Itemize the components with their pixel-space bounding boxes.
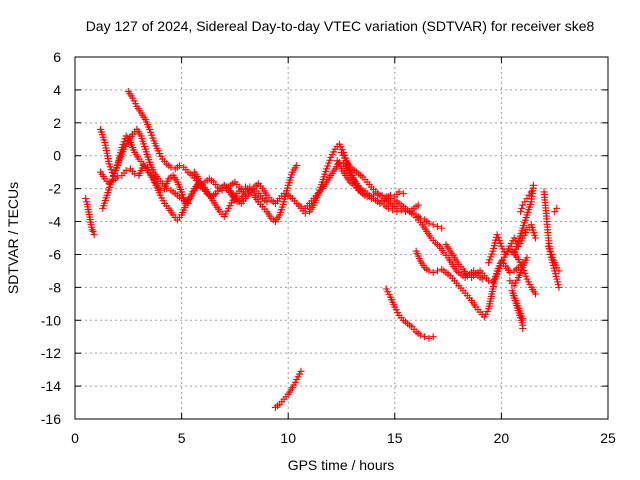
point-arc-8 bbox=[384, 204, 392, 212]
axis-ticks bbox=[74, 56, 609, 420]
point-arc-2 bbox=[139, 162, 147, 170]
point-arc-8 bbox=[363, 193, 371, 201]
point-arc-10 bbox=[485, 277, 493, 285]
point-arc-15 bbox=[555, 283, 563, 291]
x-axis-label: GPS time / hours bbox=[288, 457, 395, 473]
point-arc-2 bbox=[156, 186, 164, 194]
y-tick-label: -14 bbox=[41, 378, 61, 394]
x-tick-label: 15 bbox=[387, 430, 403, 446]
point-arc-2 bbox=[263, 198, 271, 206]
x-tick-label: 25 bbox=[600, 430, 616, 446]
point-arc-16 bbox=[555, 267, 563, 275]
x-tick-labels: 0 5 10 15 20 25 bbox=[71, 430, 616, 446]
grid bbox=[75, 57, 608, 419]
point-arc-5 bbox=[395, 188, 403, 196]
y-tick-label: -10 bbox=[41, 312, 61, 328]
y-tick-label: -16 bbox=[41, 411, 61, 427]
x-tick-label: 5 bbox=[178, 430, 186, 446]
y-tick-labels: 6 4 2 0 -2 -4 -6 -8 -10 -12 -14 -16 bbox=[41, 49, 61, 427]
point-arc-low-15h bbox=[425, 334, 433, 342]
point-isolated-early bbox=[82, 195, 90, 203]
y-tick-label: 0 bbox=[53, 148, 61, 164]
point-arc-low-15h bbox=[421, 333, 429, 341]
point-arc-16 bbox=[548, 250, 556, 258]
y-tick-label: 6 bbox=[53, 49, 61, 65]
y-tick-label: 2 bbox=[53, 115, 61, 131]
point-isolated-early bbox=[88, 226, 96, 234]
point-arc-3 bbox=[184, 199, 192, 207]
point-arc-2 bbox=[114, 173, 122, 181]
point-arc-6 bbox=[425, 219, 433, 227]
point-arc-9 bbox=[433, 267, 441, 275]
point-arc-14 bbox=[527, 188, 535, 196]
point-arc-11 bbox=[532, 234, 540, 242]
point-arc-low-10h bbox=[297, 367, 305, 375]
point-arc-4 bbox=[175, 162, 183, 170]
y-tick-label: 4 bbox=[53, 82, 61, 98]
point-arc-1 bbox=[293, 162, 301, 170]
point-arc-2 bbox=[122, 167, 130, 175]
point-arc-6 bbox=[429, 221, 437, 229]
point-arc-8 bbox=[389, 206, 397, 214]
point-isolated-late bbox=[553, 204, 561, 212]
point-arc-14 bbox=[518, 204, 526, 212]
point-arc-8 bbox=[414, 201, 422, 209]
x-tick-label: 0 bbox=[71, 430, 79, 446]
y-axis-label: SDTVAR / TECUs bbox=[5, 182, 21, 294]
data-points bbox=[82, 88, 563, 411]
point-arc-5 bbox=[280, 190, 288, 198]
chart-title: Day 127 of 2024, Sidereal Day-to-day VTE… bbox=[86, 18, 595, 34]
plot-frame bbox=[74, 56, 609, 420]
point-arc-5 bbox=[399, 190, 407, 198]
point-arc-low-15h bbox=[429, 333, 437, 341]
point-arc-9 bbox=[429, 269, 437, 277]
point-outliers-21h bbox=[519, 325, 527, 332]
point-arc-10 bbox=[463, 272, 471, 280]
y-tick-label: -6 bbox=[49, 246, 62, 262]
point-arc-9 bbox=[425, 267, 433, 275]
point-isolated-early bbox=[90, 231, 98, 239]
point-arc-16 bbox=[546, 247, 554, 255]
point-arc-4 bbox=[167, 163, 175, 171]
x-tick-label: 10 bbox=[280, 430, 296, 446]
point-arc-6 bbox=[433, 222, 441, 230]
point-arc-12 bbox=[529, 181, 537, 189]
x-tick-label: 20 bbox=[494, 430, 510, 446]
y-tick-label: -2 bbox=[49, 181, 62, 197]
y-tick-label: -12 bbox=[41, 345, 61, 361]
point-arc-2 bbox=[131, 170, 139, 178]
point-arc-10 bbox=[532, 290, 540, 298]
point-arc-8 bbox=[367, 195, 375, 203]
point-arc-6 bbox=[438, 224, 446, 232]
point-arc-14 bbox=[517, 208, 525, 216]
point-isolated-early bbox=[89, 227, 97, 235]
y-tick-label: -4 bbox=[49, 214, 62, 230]
point-arc-8 bbox=[376, 199, 384, 207]
point-arc-13 bbox=[523, 254, 531, 262]
point-arc-6 bbox=[301, 209, 309, 217]
point-arc-3 bbox=[163, 185, 171, 193]
point-arc-9 bbox=[506, 269, 514, 277]
y-tick-label: -8 bbox=[49, 279, 62, 295]
point-arc-8 bbox=[397, 206, 405, 214]
point-arc-low-15h bbox=[416, 331, 424, 339]
point-arc-8 bbox=[393, 208, 401, 216]
point-arc-4 bbox=[239, 188, 247, 196]
